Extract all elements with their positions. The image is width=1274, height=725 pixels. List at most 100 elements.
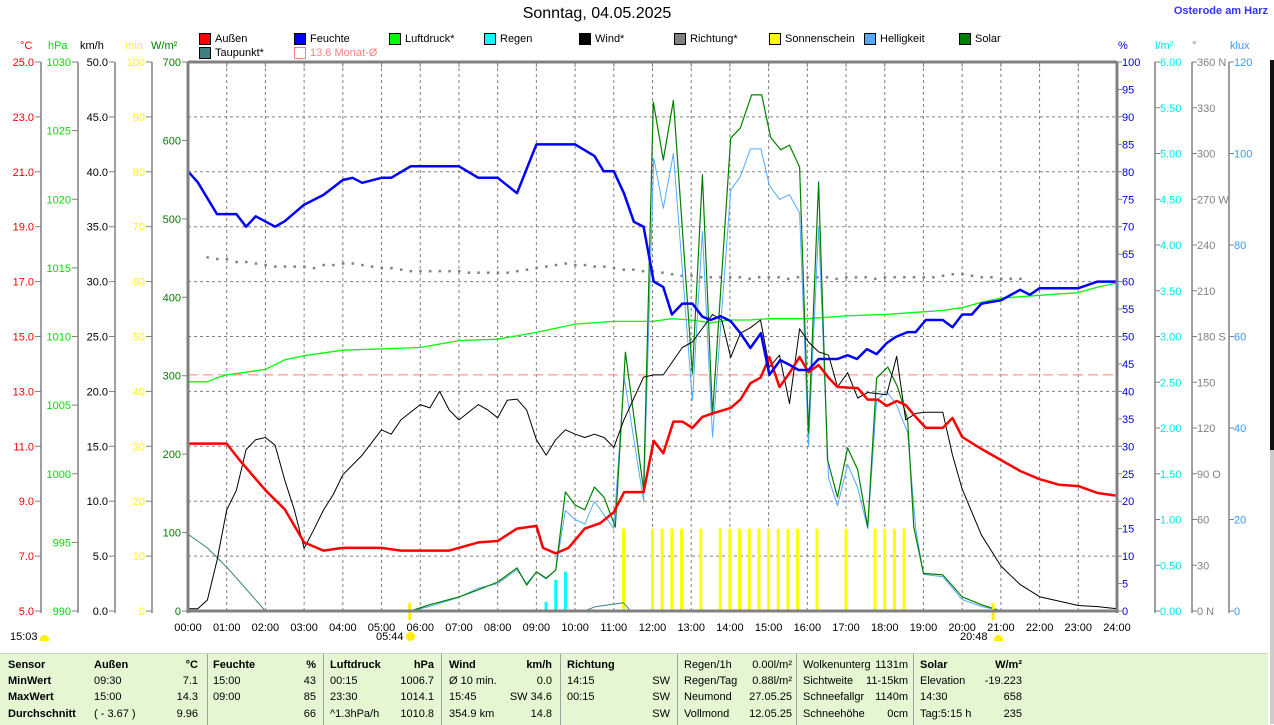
richtung-point	[380, 266, 384, 270]
richtung-point	[961, 272, 964, 276]
hum-tick-label: 95	[1122, 84, 1134, 96]
regen-bar	[563, 571, 567, 611]
legend-item: Luftdruck*	[389, 32, 455, 45]
table-cell: 12.05.25	[749, 708, 792, 720]
richtung-point	[1009, 277, 1013, 281]
scrollbar-track[interactable]	[1270, 450, 1274, 724]
dir-tick-label: 360 N	[1197, 57, 1226, 69]
chart-title: Sonntag, 04.05.2025	[522, 5, 672, 22]
richtung-point	[341, 262, 345, 265]
richtung-point	[293, 265, 296, 268]
sun-tick-label: 20	[133, 496, 145, 508]
sun-tick-label: 90	[133, 112, 145, 124]
richtung-point	[283, 265, 287, 268]
table-cell: 0.00l/m²	[752, 659, 792, 671]
x-tick-label: 14:00	[716, 622, 744, 634]
table-cell: Richtung	[567, 659, 615, 671]
wind-tick-label: 15.0	[87, 441, 108, 453]
wind-line	[188, 314, 1117, 610]
table-cell: 14:30	[920, 691, 948, 703]
richtung-point	[274, 265, 277, 268]
dir-tick-label: 180 S	[1197, 332, 1226, 344]
x-tick-label: 06:00	[406, 622, 434, 634]
wind-tick-label: 30.0	[87, 277, 108, 289]
press-tick-label: 990	[53, 606, 71, 618]
sonnenschein-bar	[786, 528, 790, 611]
dir-tick-label: 0 N	[1197, 606, 1214, 618]
table-cell: 09:30	[94, 675, 122, 687]
table-cell: W/m²	[995, 659, 1022, 671]
x-tick-label: 11:00	[600, 622, 627, 634]
table-cell: %	[306, 659, 316, 671]
legend-swatch	[294, 32, 306, 45]
richtung-point	[545, 265, 548, 268]
richtung-point	[457, 269, 461, 273]
richtung-point	[486, 271, 490, 274]
table-cell: 9.96	[176, 708, 198, 720]
dir-tick-label: 120	[1197, 423, 1215, 435]
press-tick-label: 1000	[47, 469, 71, 481]
hum-tick-label: 10	[1122, 551, 1134, 563]
hum-unit-label: %	[1118, 40, 1128, 52]
table-separator	[677, 654, 678, 725]
table-cell: Solar	[920, 659, 948, 671]
wind-tick-label: 20.0	[87, 386, 108, 398]
table-cell: Schneehöhe	[803, 708, 865, 720]
richtung-point	[399, 268, 403, 271]
richtung-point	[670, 272, 674, 276]
richtung-point	[854, 276, 858, 279]
legend-item: Richtung*	[674, 32, 738, 45]
table-separator	[796, 654, 797, 725]
table-cell: 0.0	[536, 675, 552, 687]
sun-tick-label: 50	[133, 332, 145, 344]
legend-swatch	[769, 32, 781, 45]
legend-label: 13.6 Monat-Ø	[310, 46, 378, 59]
x-tick-label: 19:00	[910, 622, 938, 634]
table-cell: SW	[652, 708, 670, 720]
richtung-point	[883, 276, 887, 279]
richtung-point	[477, 271, 480, 274]
table-cell: Außen	[94, 659, 129, 671]
rain-tick-label: 3.50	[1160, 286, 1181, 298]
temp-tick-label: 23.0	[13, 112, 34, 124]
temp-tick-label: 13.0	[13, 386, 34, 398]
legend-label: Luftdruck*	[405, 32, 455, 45]
sun-tick-label: 40	[133, 386, 145, 398]
richtung-point	[777, 276, 780, 279]
dir-tick-label: 210	[1197, 286, 1215, 298]
x-tick-label: 15:00	[755, 622, 783, 634]
richtung-point	[448, 269, 451, 273]
table-cell: 1131m	[875, 659, 908, 671]
solar-line	[188, 94, 1117, 611]
wind-tick-label: 10.0	[87, 496, 108, 508]
lux-tick-label: 120	[1234, 57, 1252, 69]
richtung-point	[254, 262, 258, 265]
location-link[interactable]: Osterode am Harz	[1173, 5, 1268, 17]
press-tick-label: 1025	[47, 126, 71, 138]
sonnenschein-bar	[873, 528, 877, 611]
richtung-point	[264, 263, 267, 267]
richtung-point	[845, 276, 848, 279]
rain-tick-label: 0.00	[1160, 606, 1181, 618]
richtung-point	[516, 269, 519, 273]
legend-label: Außen	[215, 32, 248, 45]
richtung-point	[980, 276, 984, 279]
richtung-point	[225, 257, 229, 261]
richtung-point	[593, 265, 596, 268]
lux-tick-label: 20	[1234, 515, 1246, 527]
table-cell: 14.3	[176, 691, 198, 703]
weather-chart: 5.0 7.0 9.0 11.0 13.0 15.0 17.0 19.0 21.0 23.0 25.…	[13, 57, 1253, 634]
sonnenschein-bar	[747, 528, 751, 611]
richtung-point	[632, 268, 635, 271]
table-separator	[441, 654, 442, 725]
legend-item: Solar	[959, 32, 1001, 45]
table-cell: 0cm	[887, 708, 908, 720]
press-tick-label: 1015	[47, 263, 71, 275]
scrollbar[interactable]	[1270, 60, 1274, 450]
sunrise-sun-icon	[405, 632, 415, 641]
richtung-point	[216, 257, 219, 261]
table-cell: Wind	[449, 659, 476, 671]
x-tick-label: 02:00	[252, 622, 280, 634]
richtung-point	[361, 263, 364, 267]
richtung-point	[312, 266, 316, 270]
